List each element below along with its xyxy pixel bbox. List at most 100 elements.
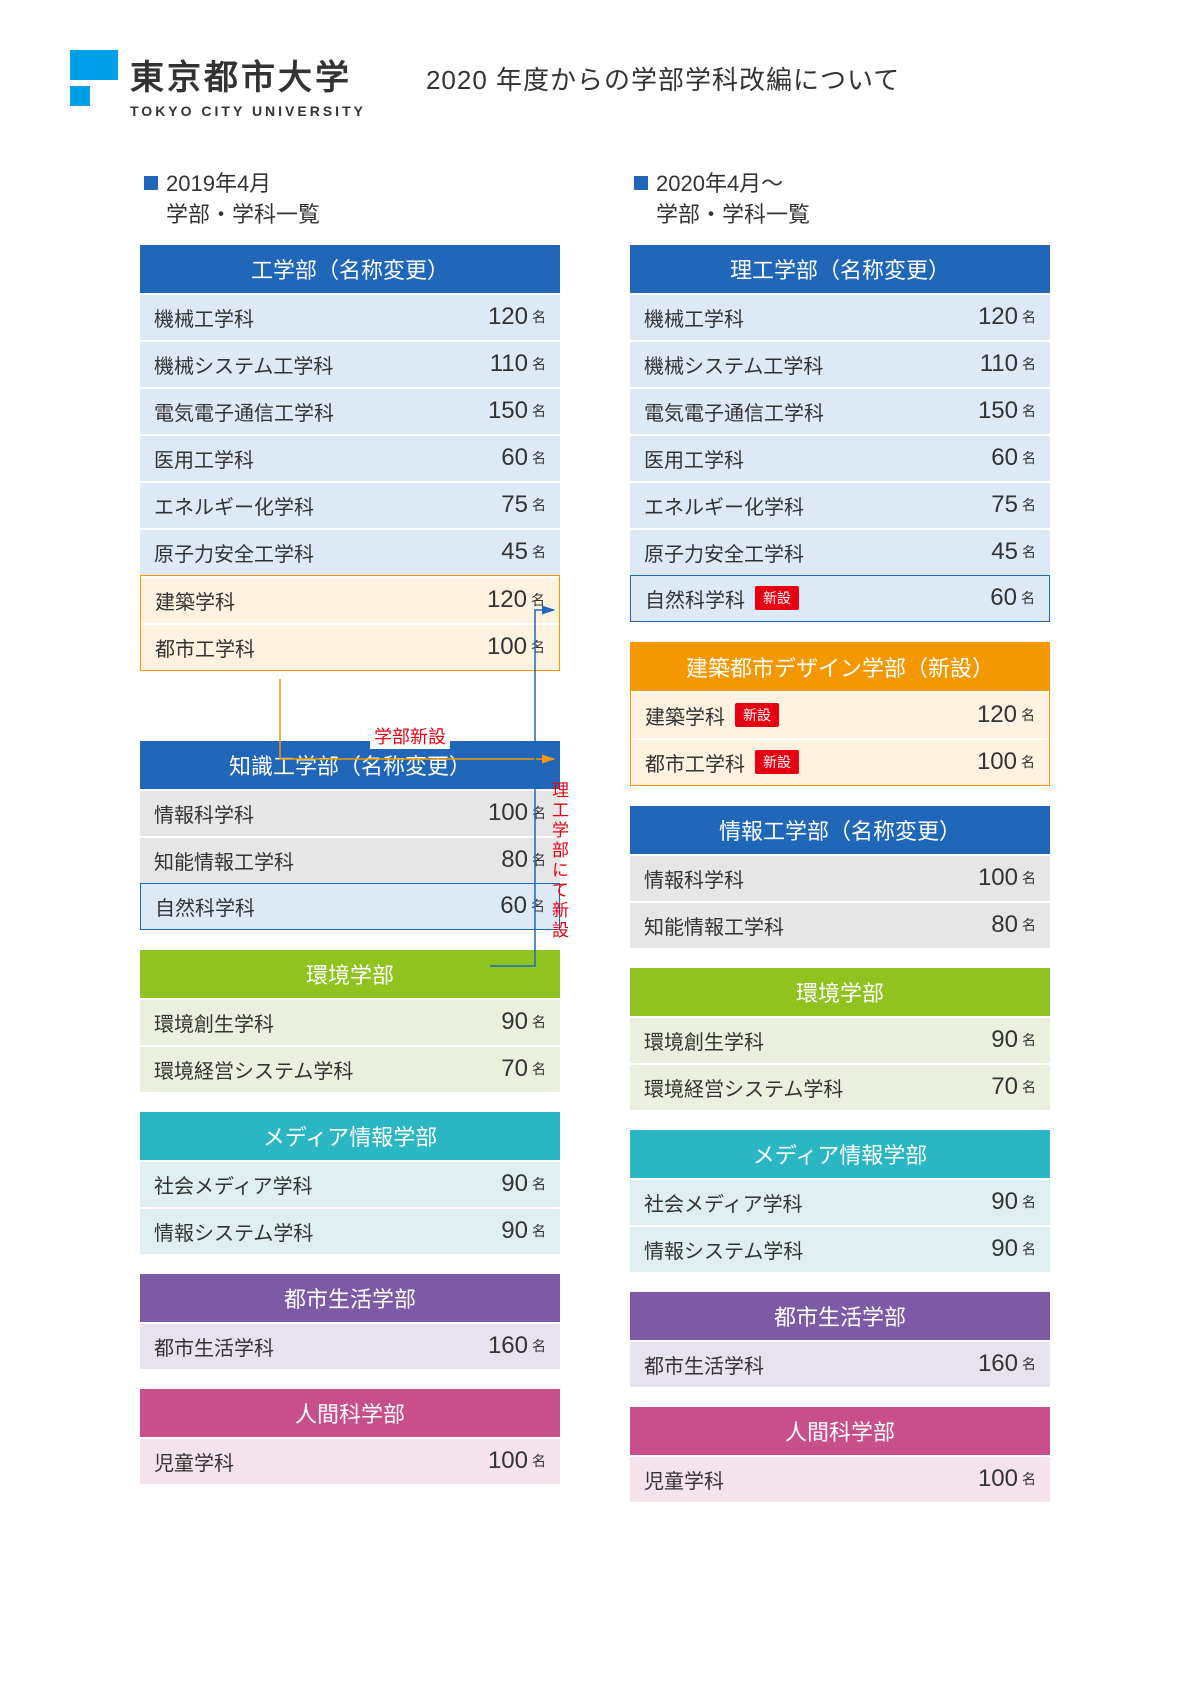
capacity-suffix: 名 [532,448,546,468]
department-capacity: 45 [968,538,1018,566]
faculty-header: 環境学部 [630,968,1050,1016]
department-capacity: 90 [478,1008,528,1036]
capacity-suffix: 名 [532,850,546,870]
department-name: 社会メディア学科 [154,1170,478,1199]
faculty-block: 人間科学部児童学科100名 [630,1407,1050,1502]
column-header-right: 2020年4月～ 学部・学科一覧 [634,169,1050,231]
faculty-block: 環境学部環境創生学科90名環境経営システム学科70名 [630,968,1050,1110]
department-name: 機械システム工学科 [154,350,478,379]
department-row: 環境創生学科90名 [630,1016,1050,1063]
department-name: 医用工学科 [644,444,968,473]
capacity-suffix: 名 [532,1221,546,1241]
department-row: 自然科学科新設60名 [630,575,1050,622]
capacity-suffix: 名 [532,803,546,823]
department-name: 自然科学科新設 [645,584,967,613]
department-capacity: 120 [967,701,1017,729]
department-name: 知能情報工学科 [154,846,478,875]
page-title: 2020 年度からの学部学科改編について [426,60,900,97]
department-row: 都市工学科100名 [141,623,559,670]
annotation-new-faculty: 学部新設 [370,723,450,749]
department-name: 環境創生学科 [154,1008,478,1037]
department-row: 社会メディア学科90名 [630,1178,1050,1225]
department-row: 建築学科120名 [141,576,559,623]
faculty-block: 建築都市デザイン学部（新設）建築学科新設120名都市工学科新設100名 [630,642,1050,786]
capacity-suffix: 名 [532,1451,546,1471]
department-name: 環境創生学科 [644,1026,968,1055]
department-name: 環境経営システム学科 [644,1073,968,1102]
department-row: エネルギー化学科75名 [630,481,1050,528]
department-name: 機械システム工学科 [644,350,968,379]
faculty-block: 人間科学部児童学科100名 [140,1389,560,1484]
capacity-suffix: 名 [531,590,545,610]
department-row: 児童学科100名 [140,1437,560,1484]
department-capacity: 100 [968,864,1018,892]
department-capacity: 60 [967,584,1017,612]
department-name: 都市生活学科 [644,1350,968,1379]
department-name: 情報システム学科 [154,1217,478,1246]
department-row: 医用工学科60名 [140,434,560,481]
department-capacity: 90 [968,1026,1018,1054]
faculty-header: メディア情報学部 [140,1112,560,1160]
department-capacity: 120 [477,586,527,614]
faculty-header: メディア情報学部 [630,1130,1050,1178]
faculty-header: 都市生活学部 [140,1274,560,1322]
capacity-suffix: 名 [1022,1469,1036,1489]
department-capacity: 80 [478,846,528,874]
department-name: 児童学科 [644,1465,968,1494]
department-row: 児童学科100名 [630,1455,1050,1502]
annotation-rikogaku-new: 理工学部にて新設 [546,781,571,941]
badge-new: 新設 [735,703,779,727]
column-header-left: 2019年4月 学部・学科一覧 [144,169,560,231]
capacity-suffix: 名 [532,307,546,327]
department-name: 電気電子通信工学科 [154,397,478,426]
logo-block: 東京都市大学 TOKYO CITY UNIVERSITY [70,50,366,119]
faculty-block: 都市生活学部都市生活学科160名 [140,1274,560,1369]
capacity-suffix: 名 [531,637,545,657]
faculty-block: 理工学部（名称変更）機械工学科120名機械システム工学科110名電気電子通信工学… [630,245,1050,622]
department-capacity: 160 [968,1350,1018,1378]
col-title-left-2: 学部・学科一覧 [166,202,320,227]
department-capacity: 160 [478,1332,528,1360]
bullet-square-icon [144,176,158,190]
department-name: 自然科学科 [155,892,477,921]
col-title-right-2: 学部・学科一覧 [656,202,810,227]
department-row: 情報システム学科90名 [140,1207,560,1254]
department-capacity: 45 [478,538,528,566]
capacity-suffix: 名 [531,896,545,916]
department-capacity: 100 [478,1447,528,1475]
faculty-header: 情報工学部（名称変更） [630,806,1050,854]
department-name: 社会メディア学科 [644,1188,968,1217]
department-row: 原子力安全工学科45名 [140,528,560,575]
capacity-suffix: 名 [532,1012,546,1032]
faculty-header: 都市生活学部 [630,1292,1050,1340]
department-row: 都市工学科新設100名 [631,738,1049,785]
faculty-block: 環境学部環境創生学科90名環境経営システム学科70名 [140,950,560,1092]
department-row: 情報科学科100名 [140,789,560,836]
department-capacity: 90 [478,1217,528,1245]
department-name: エネルギー化学科 [644,491,968,520]
department-capacity: 110 [968,350,1018,378]
logo-rect-large [70,50,118,80]
department-capacity: 70 [968,1073,1018,1101]
department-row: 環境経営システム学科70名 [140,1045,560,1092]
department-row: 知能情報工学科80名 [630,901,1050,948]
department-name: 機械工学科 [154,303,478,332]
faculty-header: 人間科学部 [140,1389,560,1437]
capacity-suffix: 名 [1022,354,1036,374]
department-row: 社会メディア学科90名 [140,1160,560,1207]
department-name: 電気電子通信工学科 [644,397,968,426]
column-2020: 2020年4月～ 学部・学科一覧 理工学部（名称変更）機械工学科120名機械シス… [630,169,1050,1522]
department-name: 建築学科 [155,586,477,615]
department-name: 建築学科新設 [645,701,967,730]
badge-new: 新設 [755,750,799,774]
department-row: 電気電子通信工学科150名 [630,387,1050,434]
department-capacity: 90 [478,1170,528,1198]
bullet-square-icon [634,176,648,190]
faculty-block: 情報工学部（名称変更）情報科学科100名知能情報工学科80名 [630,806,1050,948]
department-row: エネルギー化学科75名 [140,481,560,528]
department-capacity: 60 [478,444,528,472]
department-row: 情報システム学科90名 [630,1225,1050,1272]
university-name-jp: 東京都市大学 [130,50,366,99]
department-row: 情報科学科100名 [630,854,1050,901]
column-2019: 2019年4月 学部・学科一覧 工学部（名称変更）機械工学科120名機械システム… [140,169,560,1522]
